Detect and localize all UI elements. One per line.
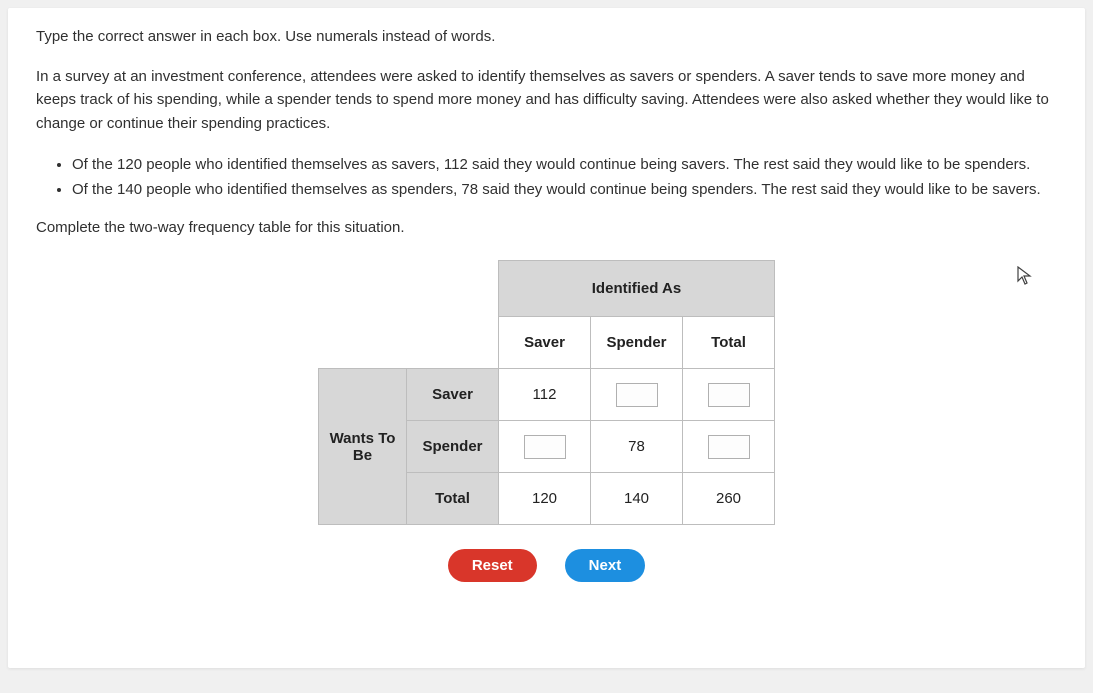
frequency-table: Identified As Saver Spender Total Wants … <box>318 260 775 525</box>
side-header: Wants To Be <box>319 369 407 525</box>
row-label-saver: Saver <box>407 369 499 421</box>
answer-input[interactable] <box>524 435 566 459</box>
next-button[interactable]: Next <box>565 549 646 582</box>
cell-saver-saver: 112 <box>499 369 591 421</box>
row-label-total: Total <box>407 473 499 525</box>
bullet-item: Of the 140 people who identified themsel… <box>72 178 1057 201</box>
frequency-table-wrap: Identified As Saver Spender Total Wants … <box>36 260 1057 525</box>
col-label-spender: Spender <box>591 317 683 369</box>
answer-input[interactable] <box>708 435 750 459</box>
cell-total-spender: 140 <box>591 473 683 525</box>
corner-blank <box>319 261 499 369</box>
reset-button[interactable]: Reset <box>448 549 537 582</box>
bullet-item: Of the 120 people who identified themsel… <box>72 153 1057 176</box>
cell-total-total: 260 <box>683 473 775 525</box>
cell-spender-saver <box>499 421 591 473</box>
top-header: Identified As <box>499 261 775 317</box>
instruction-text: Type the correct answer in each box. Use… <box>36 28 1057 45</box>
col-label-total: Total <box>683 317 775 369</box>
cell-spender-spender: 78 <box>591 421 683 473</box>
answer-input[interactable] <box>616 383 658 407</box>
cell-saver-total <box>683 369 775 421</box>
cell-spender-total <box>683 421 775 473</box>
cell-total-saver: 120 <box>499 473 591 525</box>
col-label-saver: Saver <box>499 317 591 369</box>
bullet-list: Of the 120 people who identified themsel… <box>72 153 1057 202</box>
question-sheet: Type the correct answer in each box. Use… <box>8 8 1085 668</box>
row-label-spender: Spender <box>407 421 499 473</box>
complete-instruction: Complete the two-way frequency table for… <box>36 219 1057 236</box>
button-row: Reset Next <box>36 549 1057 582</box>
scenario-paragraph: In a survey at an investment conference,… <box>36 65 1057 135</box>
cell-saver-spender <box>591 369 683 421</box>
answer-input[interactable] <box>708 383 750 407</box>
